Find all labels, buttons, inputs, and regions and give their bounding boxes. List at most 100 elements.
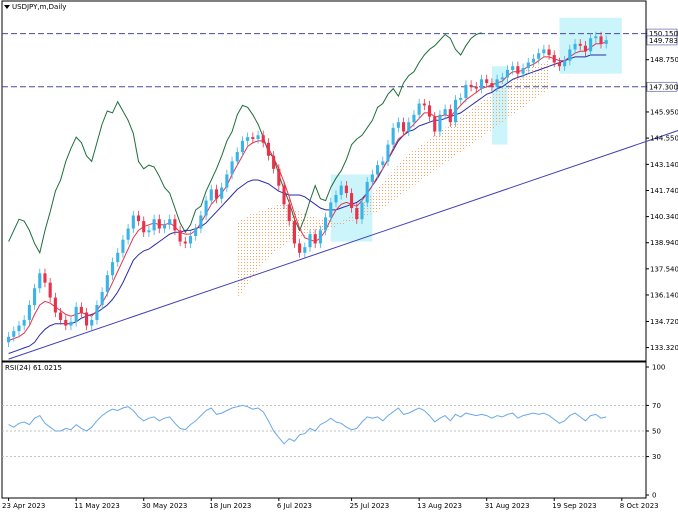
candle-body[interactable] [459, 97, 463, 100]
candle-body[interactable] [230, 161, 234, 175]
candle-body[interactable] [79, 306, 83, 313]
candle-body[interactable] [552, 55, 556, 63]
candle-body[interactable] [178, 230, 182, 242]
candle-body[interactable] [313, 234, 317, 244]
candle-body[interactable] [500, 77, 504, 80]
candle-body[interactable] [214, 189, 219, 199]
candle-body[interactable] [261, 135, 265, 143]
candle-body[interactable] [162, 224, 167, 229]
candle-body[interactable] [443, 109, 447, 115]
candle-body[interactable] [225, 174, 229, 188]
candle-body[interactable] [126, 228, 130, 240]
candle-body[interactable] [266, 142, 270, 156]
candle-body[interactable] [152, 219, 156, 231]
candle-body[interactable] [412, 114, 416, 123]
candle-body[interactable] [370, 174, 374, 182]
candle-body[interactable] [537, 53, 541, 59]
candle-body[interactable] [277, 168, 281, 186]
candle-body[interactable] [194, 228, 198, 237]
candle-body[interactable] [511, 66, 515, 70]
candle-body[interactable] [324, 217, 328, 231]
candle-body[interactable] [563, 60, 567, 67]
candle-body[interactable] [90, 319, 94, 326]
candle-body[interactable] [199, 215, 203, 229]
candle-body[interactable] [360, 202, 364, 220]
candle-body[interactable] [355, 208, 359, 220]
candle-body[interactable] [298, 243, 302, 253]
triangle-down-icon[interactable] [4, 5, 10, 9]
candle-body[interactable] [391, 127, 395, 145]
candle-body[interactable] [433, 116, 437, 132]
candle-body[interactable] [427, 105, 432, 117]
candle-body[interactable] [69, 321, 73, 326]
candle-body[interactable] [173, 219, 177, 231]
candle-body[interactable] [287, 204, 291, 222]
candle-body[interactable] [422, 103, 426, 106]
candle-body[interactable] [490, 83, 494, 87]
candle-body[interactable] [339, 185, 343, 195]
candle-body[interactable] [53, 297, 57, 313]
candle-body[interactable] [485, 79, 489, 84]
candle-body[interactable] [256, 135, 260, 139]
candle-body[interactable] [110, 262, 115, 276]
candle-body[interactable] [329, 202, 333, 218]
candle-body[interactable] [407, 122, 411, 132]
candle-body[interactable] [438, 114, 442, 132]
candle-body[interactable] [17, 325, 21, 332]
candle-body[interactable] [22, 319, 26, 326]
candle-body[interactable] [220, 187, 224, 199]
candle-body[interactable] [142, 221, 146, 233]
candle-body[interactable] [64, 319, 68, 326]
candle-body[interactable] [464, 84, 468, 98]
candle-body[interactable] [7, 336, 11, 343]
candle-body[interactable] [401, 122, 406, 132]
candle-body[interactable] [105, 275, 109, 292]
candle-body[interactable] [386, 144, 390, 162]
candle-body[interactable] [344, 185, 348, 194]
candle-body[interactable] [38, 273, 42, 289]
candle-body[interactable] [95, 305, 99, 320]
candle-body[interactable] [251, 137, 255, 139]
candle-body[interactable] [547, 49, 551, 56]
candle-body[interactable] [417, 103, 421, 115]
candle-body[interactable] [516, 66, 520, 74]
candle-body[interactable] [188, 236, 193, 244]
trendline[interactable] [8, 105, 678, 360]
candle-body[interactable] [147, 230, 151, 233]
candle-body[interactable] [100, 291, 104, 306]
candle-body[interactable] [59, 312, 63, 320]
candle-body[interactable] [448, 109, 452, 123]
candle-body[interactable] [84, 312, 89, 326]
candle-body[interactable] [183, 241, 187, 244]
candle-body[interactable] [27, 305, 31, 320]
candle-body[interactable] [531, 58, 536, 63]
candle-body[interactable] [292, 221, 296, 244]
candle-body[interactable] [495, 79, 499, 87]
candle-body[interactable] [453, 99, 458, 123]
candle-body[interactable] [604, 40, 608, 44]
candle-body[interactable] [318, 230, 322, 244]
candle-body[interactable] [272, 155, 276, 169]
candle-body[interactable] [246, 137, 250, 141]
candle-body[interactable] [131, 215, 135, 229]
candle-body[interactable] [594, 36, 598, 39]
candle-body[interactable] [568, 49, 572, 61]
candle-body[interactable] [74, 306, 78, 322]
candle-body[interactable] [282, 185, 286, 205]
candle-body[interactable] [557, 62, 562, 67]
candle-body[interactable] [474, 86, 478, 89]
candle-body[interactable] [396, 122, 400, 128]
candle-body[interactable] [308, 234, 312, 248]
candle-body[interactable] [136, 215, 141, 222]
candle-body[interactable] [469, 84, 473, 87]
candle-body[interactable] [376, 165, 380, 175]
candle-body[interactable] [381, 161, 385, 166]
candle-body[interactable] [12, 331, 16, 337]
candle-body[interactable] [43, 273, 47, 283]
candle-body[interactable] [334, 194, 338, 203]
candle-body[interactable] [479, 79, 484, 89]
candle-body[interactable] [578, 43, 582, 46]
candle-body[interactable] [583, 45, 587, 52]
candle-body[interactable] [240, 140, 245, 153]
